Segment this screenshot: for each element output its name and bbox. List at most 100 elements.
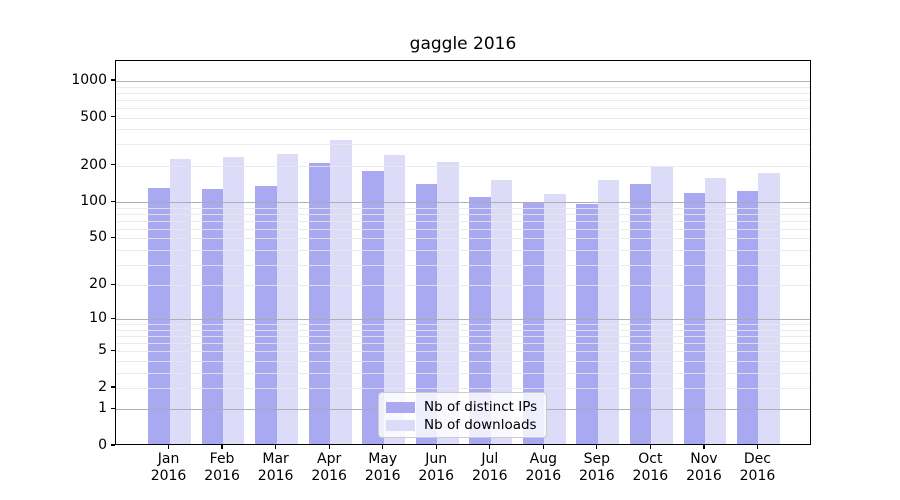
- gridline-minor: [116, 92, 810, 94]
- x-tick-month: Mar: [262, 451, 289, 467]
- x-tick-month: Dec: [743, 451, 771, 467]
- gridline-minor: [116, 264, 810, 266]
- x-tick-year: 2016: [632, 468, 669, 484]
- gridline-minor: [116, 86, 810, 88]
- x-tick-month: Oct: [638, 451, 663, 467]
- y-tick-mark: [111, 283, 115, 285]
- y-tick-label: 1000: [71, 72, 107, 88]
- x-tick-mark: [756, 445, 759, 449]
- bar-distinct-ips-aug: [522, 203, 545, 444]
- gridline-minor: [116, 387, 810, 389]
- x-tick-month: Jan: [157, 451, 180, 467]
- y-tick-label: 5: [98, 342, 107, 359]
- y-tick-mark: [111, 386, 115, 388]
- bar-distinct-ips-mar: [255, 185, 277, 444]
- x-tick-month: Aug: [529, 451, 557, 467]
- x-tick-mark: [542, 445, 544, 449]
- x-tick-year: 2016: [150, 468, 187, 484]
- x-tick-year: 2016: [418, 468, 455, 484]
- y-tick-mark: [111, 79, 115, 81]
- gridline-minor: [116, 336, 810, 338]
- x-tick-label: Dec 2016: [725, 451, 789, 485]
- y-tick-mark: [111, 236, 115, 238]
- gridline-minor: [116, 343, 810, 345]
- y-tick-label: 1: [98, 400, 107, 417]
- x-tick-mark: [382, 445, 384, 449]
- x-tick-mark: [221, 445, 223, 449]
- x-tick-year: 2016: [686, 468, 722, 484]
- x-tick-month: May: [368, 451, 398, 467]
- x-tick-mark: [489, 445, 491, 449]
- y-tick-mark: [111, 317, 115, 319]
- gridline-major: [116, 319, 810, 321]
- gridline-minor: [116, 228, 810, 230]
- bar-downloads-aug: [544, 193, 566, 444]
- x-tick-label: Aug 2016: [511, 451, 575, 485]
- y-tick-mark: [111, 349, 115, 351]
- bar-distinct-ips-apr: [308, 162, 331, 444]
- bar-distinct-ips-sep: [576, 203, 598, 444]
- bar-distinct-ips-feb: [201, 188, 224, 444]
- bar-downloads-feb: [223, 156, 245, 444]
- x-tick-label: Nov 2016: [672, 451, 736, 485]
- gridline-minor: [116, 107, 810, 109]
- x-tick-label: Jan 2016: [137, 451, 201, 485]
- legend-item-distinct-ips: Nb of distinct IPs: [386, 398, 539, 416]
- bar-downloads-apr: [330, 139, 352, 444]
- x-tick-month: Nov: [690, 451, 718, 467]
- x-tick-mark: [649, 445, 652, 449]
- bar-distinct-ips-jan: [148, 187, 170, 444]
- gridline-minor: [116, 238, 810, 240]
- x-tick-month: Jul: [481, 451, 499, 467]
- bar-distinct-ips-jun: [415, 184, 438, 444]
- x-tick-month: Feb: [209, 451, 235, 467]
- x-tick-year: 2016: [257, 468, 294, 484]
- x-tick-mark: [703, 445, 705, 449]
- x-tick-month: Sep: [583, 451, 611, 467]
- gridline-minor: [116, 144, 810, 146]
- x-tick-label: Mar 2016: [244, 451, 308, 485]
- y-tick-mark: [111, 444, 115, 446]
- bar-downloads-mar: [276, 154, 299, 444]
- gridline-major: [116, 81, 810, 82]
- gridline-minor: [116, 372, 810, 374]
- y-tick-mark: [111, 200, 115, 202]
- y-tick-mark: [111, 115, 115, 118]
- x-tick-mark: [328, 445, 330, 449]
- y-tick-label: 0: [98, 437, 107, 453]
- x-tick-year: 2016: [579, 468, 615, 484]
- x-tick-year: 2016: [471, 468, 508, 484]
- y-tick-mark: [111, 164, 115, 166]
- gridline-major: [116, 202, 810, 204]
- y-tick-label: 10: [89, 310, 107, 327]
- x-tick-label: Apr 2016: [297, 451, 361, 485]
- x-tick-label: Jul 2016: [458, 451, 522, 485]
- y-tick-label: 200: [80, 156, 107, 173]
- bar-downloads-oct: [651, 166, 673, 444]
- legend-item-downloads: Nb of downloads: [386, 416, 539, 434]
- bar-downloads-may: [383, 154, 406, 444]
- x-tick-year: 2016: [364, 468, 401, 484]
- x-tick-year: 2016: [311, 468, 347, 484]
- bar-downloads-nov: [704, 177, 727, 444]
- legend-swatch-downloads: [386, 419, 415, 431]
- y-tick-mark: [111, 407, 115, 410]
- legend-swatch-distinct-ips: [386, 401, 415, 413]
- gridline-minor: [116, 351, 810, 353]
- bar-downloads-sep: [597, 180, 620, 444]
- x-tick-year: 2016: [204, 468, 240, 484]
- gridline-minor: [116, 117, 810, 119]
- legend: Nb of distinct IPs Nb of downloads: [378, 392, 547, 438]
- x-tick-month: Apr: [317, 451, 342, 467]
- gridline-minor: [116, 329, 810, 331]
- gridline-minor: [116, 165, 810, 167]
- x-tick-mark: [274, 445, 277, 449]
- x-tick-label: Sep 2016: [565, 451, 629, 485]
- gridline-minor: [116, 220, 810, 222]
- gridline-minor: [116, 249, 810, 251]
- y-tick-label: 500: [80, 108, 107, 125]
- x-tick-mark: [435, 445, 437, 449]
- x-tick-label: Feb 2016: [190, 451, 254, 485]
- gridline-minor: [116, 99, 810, 101]
